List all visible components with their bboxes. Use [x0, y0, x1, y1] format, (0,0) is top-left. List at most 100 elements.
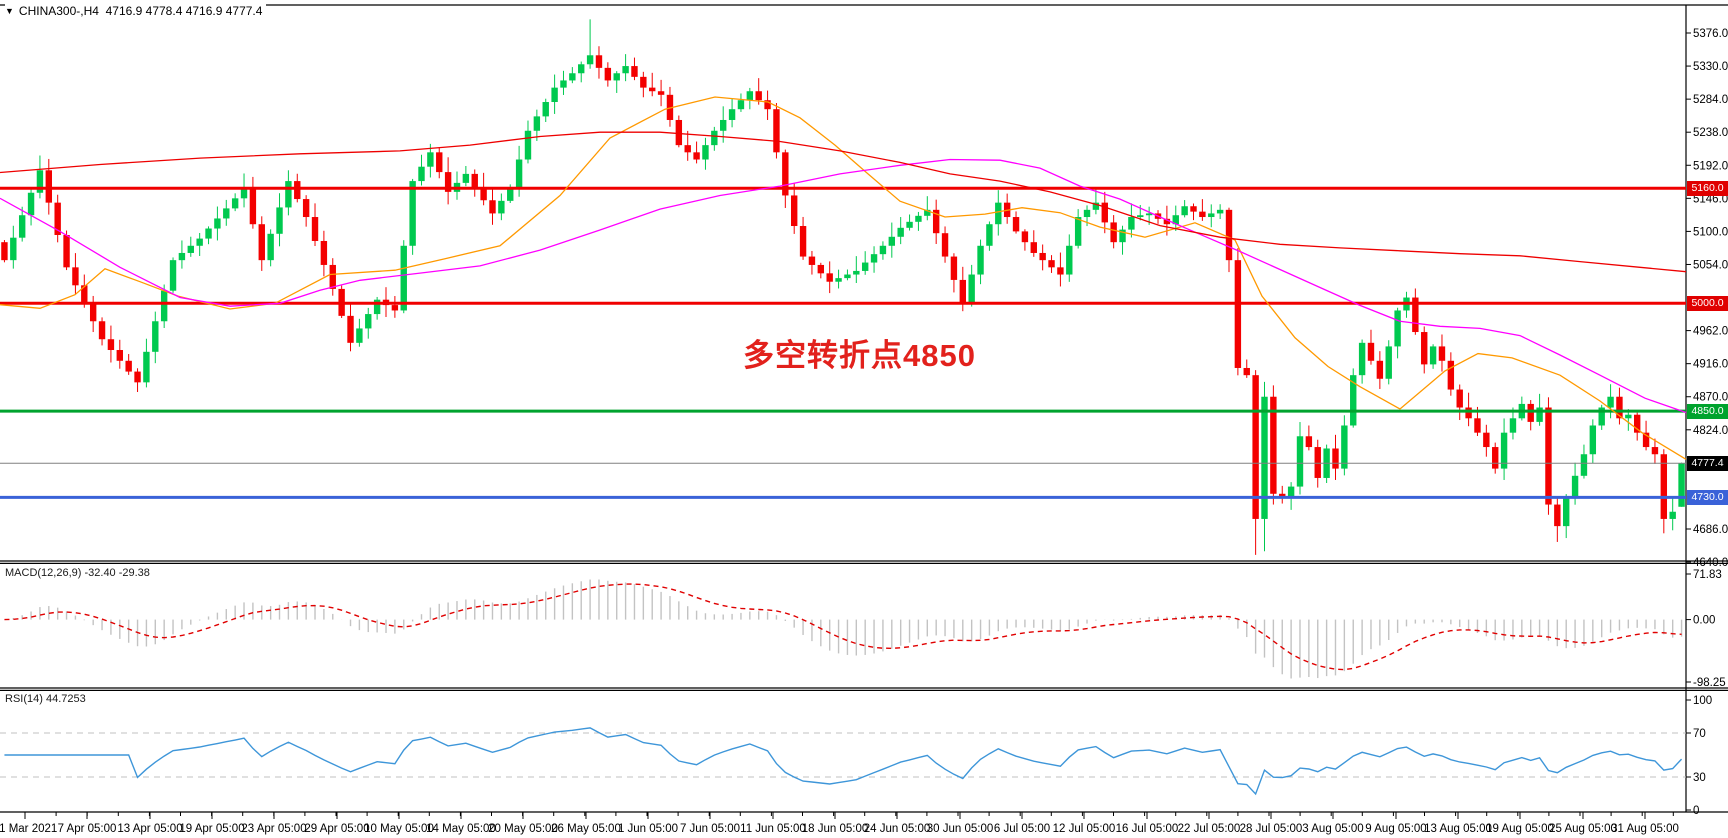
- candle-up: [986, 224, 993, 246]
- candle-up: [1385, 346, 1392, 379]
- candles: [1, 19, 1685, 555]
- candle-down: [782, 152, 789, 196]
- candle-up: [1509, 418, 1517, 433]
- candle-up: [1341, 425, 1348, 469]
- rsi-tick-label: 0: [1693, 805, 1699, 817]
- time-axis-label: 6 Jul 05:00: [994, 823, 1050, 835]
- candle-up: [1350, 375, 1357, 426]
- candle-down: [1101, 202, 1108, 223]
- candle-down: [391, 305, 399, 311]
- time-axis-label: 19 Aug 05:00: [1486, 823, 1554, 835]
- candle-up: [1625, 414, 1632, 419]
- candle-down: [631, 66, 638, 77]
- candle-down: [1438, 346, 1446, 361]
- candle-down: [347, 315, 354, 343]
- candle-down: [684, 145, 691, 153]
- time-axis-label: 13 Aug 05:00: [1424, 823, 1492, 835]
- candle-up: [737, 100, 745, 110]
- candle-down: [81, 285, 88, 304]
- rsi-tick-label: 30: [1693, 772, 1706, 784]
- candle-up: [746, 91, 754, 101]
- symbol-dropdown-icon[interactable]: ▼: [5, 6, 14, 16]
- candle-down: [1314, 447, 1321, 478]
- candle-down: [1039, 252, 1046, 261]
- rsi-panel: 100 70 30 0: [0, 695, 1712, 817]
- time-axis-label: 19 Apr 05:00: [179, 823, 244, 835]
- time-axis-label: 16 Jul 05:00: [1116, 823, 1179, 835]
- time-axis-label: 13 Apr 05:00: [117, 823, 182, 835]
- time-axis-label: 20 May 05:00: [488, 823, 558, 835]
- candle-up: [1563, 497, 1570, 527]
- price-tick-label: 4870.0: [1693, 392, 1728, 404]
- candle-up: [143, 351, 150, 383]
- candle-up: [1598, 407, 1605, 426]
- macd-values: -32.40 -29.38: [84, 567, 150, 579]
- candle-down: [302, 199, 310, 218]
- candle-up: [977, 245, 984, 275]
- candle-up: [888, 236, 896, 246]
- candle-down: [1651, 447, 1659, 455]
- candle-down: [1012, 217, 1020, 232]
- candle-up: [507, 188, 514, 201]
- candle-down: [1234, 260, 1242, 368]
- time-axis-label: 7 Apr 05:00: [58, 823, 117, 835]
- time-axis-label: 22 Jul 05:00: [1178, 823, 1241, 835]
- candle-up: [418, 166, 425, 182]
- price-tick-label: 5192.0: [1693, 160, 1728, 172]
- candle-up: [861, 262, 869, 271]
- time-axis-label: 26 May 05:00: [551, 823, 621, 835]
- candle-down: [959, 279, 966, 304]
- candle-up: [10, 237, 17, 261]
- candle-down: [1633, 414, 1641, 433]
- price-axis: 5376.0 5330.0 5284.0 5238.0 5192.0 5146.0 5100…: [1686, 28, 1728, 569]
- candle-up: [1172, 215, 1179, 225]
- candle-up: [187, 245, 194, 253]
- candle-down: [107, 339, 115, 351]
- candle-up: [1137, 215, 1144, 218]
- candle-down: [773, 109, 780, 153]
- candle-up: [1394, 310, 1401, 347]
- candle-down: [693, 152, 700, 160]
- candle-up: [1261, 396, 1268, 519]
- candle-up: [409, 181, 416, 246]
- candle-down: [1243, 367, 1250, 376]
- candle-down: [950, 256, 958, 280]
- candle-up: [1083, 209, 1091, 218]
- candle-up: [569, 73, 576, 81]
- ma-fast-orange: [0, 96, 1687, 460]
- candle-up: [879, 245, 887, 255]
- candle-down: [1270, 396, 1277, 494]
- price-badge-5000.0: 5000.0: [1687, 295, 1728, 311]
- candle-up: [524, 130, 532, 160]
- candle-up: [1208, 213, 1215, 218]
- candle-up: [240, 188, 248, 199]
- candle-up: [995, 202, 1002, 225]
- candle-up: [400, 245, 407, 311]
- price-tick-label: 4962.0: [1693, 326, 1728, 338]
- price-tick-label: 5376.0: [1693, 28, 1728, 40]
- time-axis-label: 31 Aug 05:00: [1611, 823, 1679, 835]
- candle-up: [152, 321, 159, 352]
- candle-up: [373, 299, 381, 315]
- candle-down: [311, 217, 319, 241]
- candle-up: [231, 198, 239, 209]
- candle-down: [1048, 260, 1055, 268]
- time-axis-label: 11 Jun 05:00: [740, 823, 806, 835]
- candle-up: [1429, 346, 1437, 365]
- candle-down: [436, 152, 443, 173]
- time-axis-label: 7 Jun 05:00: [680, 823, 740, 835]
- rsi-tick-label: 70: [1693, 728, 1706, 740]
- candle-down: [1660, 454, 1668, 519]
- candle-down: [489, 200, 496, 214]
- candle-up: [214, 218, 221, 229]
- price-tick-label: 4686.0: [1693, 524, 1728, 536]
- candle-down: [1199, 211, 1206, 218]
- candle-up: [897, 227, 904, 237]
- candle-up: [1074, 217, 1082, 246]
- candle-up: [1571, 475, 1579, 498]
- ma-mid-magenta: [0, 158, 1687, 414]
- candle-up: [276, 207, 283, 234]
- price-tick-label: 5238.0: [1693, 127, 1728, 139]
- candle-up: [711, 130, 718, 146]
